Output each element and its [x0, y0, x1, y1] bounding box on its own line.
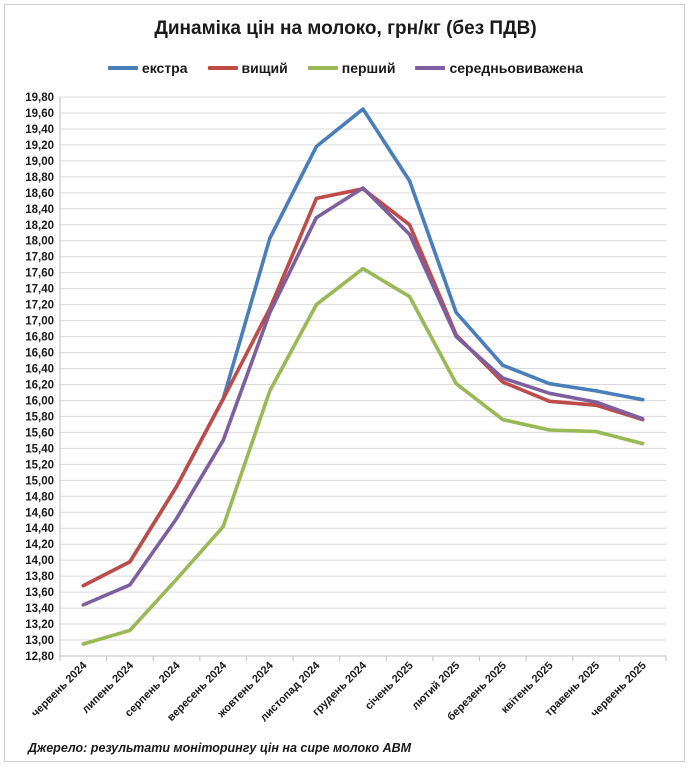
- legend-swatch: [107, 66, 138, 70]
- legend-item-pershyi: перший: [307, 60, 396, 76]
- y-tick-label: 15,60: [25, 427, 54, 439]
- y-tick-label: 19,20: [25, 140, 54, 152]
- y-tick-label: 19,60: [25, 108, 54, 120]
- series-line-serednovyvazhena: [81, 186, 645, 607]
- y-tick-label: 17,60: [25, 268, 54, 280]
- y-tick-label: 19,00: [25, 156, 54, 168]
- y-tick-label: 15,00: [25, 475, 54, 487]
- legend-swatch: [415, 66, 446, 70]
- y-tick-label: 18,80: [25, 172, 54, 184]
- y-tick-label: 18,20: [25, 220, 54, 232]
- legend-item-ekstra: екстра: [107, 60, 188, 76]
- legend-item-vyshchyi: вищий: [207, 60, 288, 76]
- y-tick-label: 18,00: [25, 236, 54, 248]
- y-tick-label: 16,20: [25, 379, 54, 391]
- y-tick-label: 18,60: [25, 188, 54, 200]
- legend-label: середньовиважена: [449, 60, 584, 76]
- y-tick-label: 14,60: [25, 507, 54, 519]
- chart-legend: екстра вищий перший середньовиважена: [0, 58, 691, 78]
- y-tick-label: 13,80: [25, 571, 54, 583]
- y-tick-label: 15,40: [25, 443, 54, 455]
- y-tick-label: 13,40: [25, 603, 54, 615]
- y-tick-label: 19,40: [25, 124, 54, 136]
- legend-label: вищий: [241, 60, 288, 76]
- legend-label: перший: [341, 60, 396, 76]
- y-tick-label: 17,00: [25, 316, 54, 328]
- y-tick-label: 17,80: [25, 252, 54, 264]
- x-tick-label: січень 2025: [363, 660, 416, 713]
- y-tick-label: 13,60: [25, 587, 54, 599]
- legend-swatch: [307, 66, 338, 70]
- y-tick-label: 12,80: [25, 651, 54, 663]
- y-tick-label: 14,80: [25, 491, 54, 503]
- y-tick-label: 15,80: [25, 411, 54, 423]
- y-tick-label: 14,00: [25, 555, 54, 567]
- y-tick-label: 16,40: [25, 364, 54, 376]
- y-tick-label: 18,40: [25, 204, 54, 216]
- legend-label: екстра: [141, 60, 188, 76]
- y-tick-label: 15,20: [25, 459, 54, 471]
- y-tick-label: 14,20: [25, 539, 54, 551]
- y-tick-label: 14,40: [25, 523, 54, 535]
- series-line-vyshchyi: [81, 187, 645, 588]
- x-tick-label: червень 2024: [29, 659, 90, 720]
- y-tick-label: 17,20: [25, 300, 54, 312]
- y-tick-label: 13,20: [25, 619, 54, 631]
- series-line-ekstra: [81, 107, 645, 588]
- legend-item-serednovyvazhena: середньовиважена: [415, 60, 583, 76]
- y-tick-label: 13,00: [25, 635, 54, 647]
- chart-title: Динаміка цін на молоко, грн/кг (без ПДВ): [154, 18, 537, 39]
- legend-swatch: [207, 66, 238, 70]
- y-tick-label: 16,80: [25, 332, 54, 344]
- y-tick-label: 19,80: [25, 92, 54, 104]
- series-line-pershyi: [81, 266, 645, 646]
- y-tick-label: 16,00: [25, 395, 54, 407]
- y-tick-label: 17,40: [25, 284, 54, 296]
- line-chart: 12,80 13,00 13,20 13,40 13,60 13,80 14,00 14,20…: [25, 92, 667, 724]
- chart-source-note: Джерело: результати моніторингу цін на с…: [28, 741, 412, 755]
- y-tick-label: 16,60: [25, 348, 54, 360]
